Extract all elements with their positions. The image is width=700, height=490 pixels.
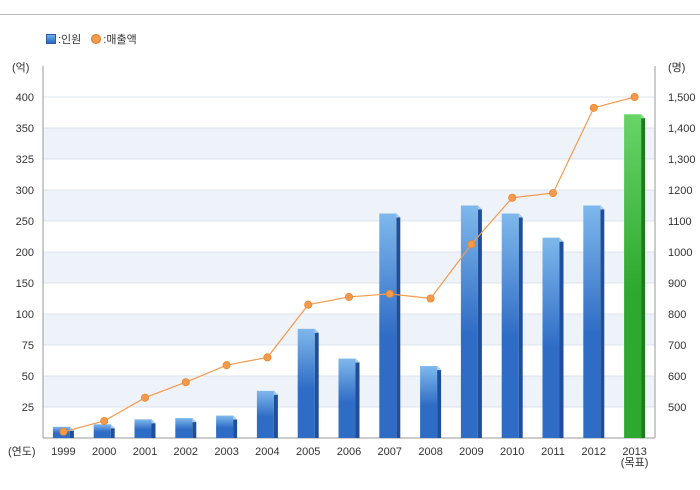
bar — [379, 213, 397, 438]
left-tick-label: 250 — [16, 216, 34, 228]
left-tick-label: 25 — [22, 402, 34, 414]
x-tick-label: 2003 — [214, 446, 238, 458]
bar — [420, 366, 438, 438]
revenue-point — [181, 378, 190, 387]
revenue-point — [426, 294, 435, 303]
x-tick-label: 2013 — [622, 446, 646, 458]
bar-side — [600, 205, 605, 438]
left-axis-unit-label: (억) — [12, 61, 29, 74]
x-tick-label: 2010 — [500, 446, 524, 458]
right-tick-label: 500 — [668, 402, 686, 414]
x-tick-label: 2007 — [378, 446, 402, 458]
bar-side — [355, 358, 360, 438]
revenue-point — [100, 416, 109, 425]
x-tick-label: 2006 — [337, 446, 361, 458]
left-tick-label: 150 — [16, 278, 34, 290]
bar-side — [151, 419, 156, 438]
bar-side — [192, 418, 197, 438]
right-tick-label: 1000 — [668, 247, 692, 259]
bar — [338, 358, 356, 438]
bar — [583, 205, 601, 438]
revenue-point — [344, 292, 353, 301]
legend-item-revenue: :매출액 — [91, 31, 137, 47]
bar-target — [624, 114, 642, 439]
bar — [216, 415, 234, 438]
revenue-point — [304, 300, 313, 309]
legend-item-headcount: :인원 — [46, 31, 81, 47]
blue-bar-swatch-icon — [46, 34, 56, 44]
revenue-point — [549, 189, 558, 198]
bar — [501, 213, 519, 438]
right-tick-label: 1,500 — [668, 92, 696, 104]
right-tick-label: 1200 — [668, 185, 692, 197]
revenue-point — [630, 93, 639, 102]
left-tick-label: 400 — [16, 92, 34, 104]
right-tick-label: 900 — [668, 278, 686, 290]
x-tick-label: 2011 — [541, 446, 565, 458]
x-tick-label: 2009 — [459, 446, 483, 458]
left-tick-label: 300 — [16, 185, 34, 197]
left-tick-label: 200 — [16, 247, 34, 259]
x-tick-label: 2008 — [418, 446, 442, 458]
right-tick-label: 600 — [668, 371, 686, 383]
revenue-point — [140, 393, 149, 402]
revenue-point — [467, 240, 476, 249]
bar — [134, 419, 152, 438]
bar — [297, 328, 315, 438]
right-axis-unit-label: (명) — [668, 61, 685, 74]
legend: :인원 :매출액 — [46, 31, 137, 47]
bar-side-target — [641, 114, 646, 439]
bar-side — [396, 213, 401, 438]
left-tick-label: 325 — [16, 154, 34, 166]
x-tick-label: 2002 — [174, 446, 198, 458]
grid-band — [43, 190, 655, 221]
bar-side — [559, 237, 564, 438]
revenue-point — [589, 103, 598, 112]
bar — [460, 205, 478, 438]
x-tick-label: 2000 — [92, 446, 116, 458]
left-tick-label: 50 — [22, 371, 34, 383]
x-tick-label: 2012 — [582, 446, 606, 458]
left-tick-label: 75 — [22, 340, 34, 352]
x-tick-label: 2004 — [255, 446, 279, 458]
right-tick-label: 1,300 — [668, 154, 696, 166]
orange-circle-swatch-icon — [91, 34, 102, 44]
grid-band — [43, 128, 655, 159]
x-tick-label: 1999 — [51, 446, 75, 458]
bar — [175, 418, 193, 438]
bar — [93, 424, 111, 438]
bar-side — [273, 390, 278, 438]
legend-label-headcount: :인원 — [58, 34, 82, 46]
x-tick-label: 2005 — [296, 446, 320, 458]
bar-side — [314, 328, 319, 438]
bar — [256, 390, 274, 438]
legend-label-revenue: :매출액 — [103, 34, 137, 46]
right-tick-label: 1,400 — [668, 123, 696, 135]
bar-side — [437, 366, 442, 438]
right-tick-label: 1100 — [668, 216, 692, 228]
bar-side — [518, 213, 523, 438]
top-divider — [0, 14, 700, 15]
revenue-point — [263, 353, 272, 362]
revenue-point — [385, 289, 394, 298]
x-tick-label: (목표) — [621, 456, 649, 469]
revenue-point — [222, 361, 231, 370]
x-axis-unit-label: (연도) — [8, 445, 36, 458]
revenue-point — [508, 193, 517, 202]
right-tick-label: 800 — [668, 309, 686, 321]
bar-side — [233, 415, 238, 438]
bar-side — [477, 205, 482, 438]
right-tick-label: 700 — [668, 340, 686, 352]
revenue-point — [59, 427, 68, 436]
left-tick-label: 100 — [16, 309, 34, 321]
left-tick-label: 350 — [16, 123, 34, 135]
bar — [542, 237, 560, 438]
x-tick-label: 2001 — [133, 446, 157, 458]
